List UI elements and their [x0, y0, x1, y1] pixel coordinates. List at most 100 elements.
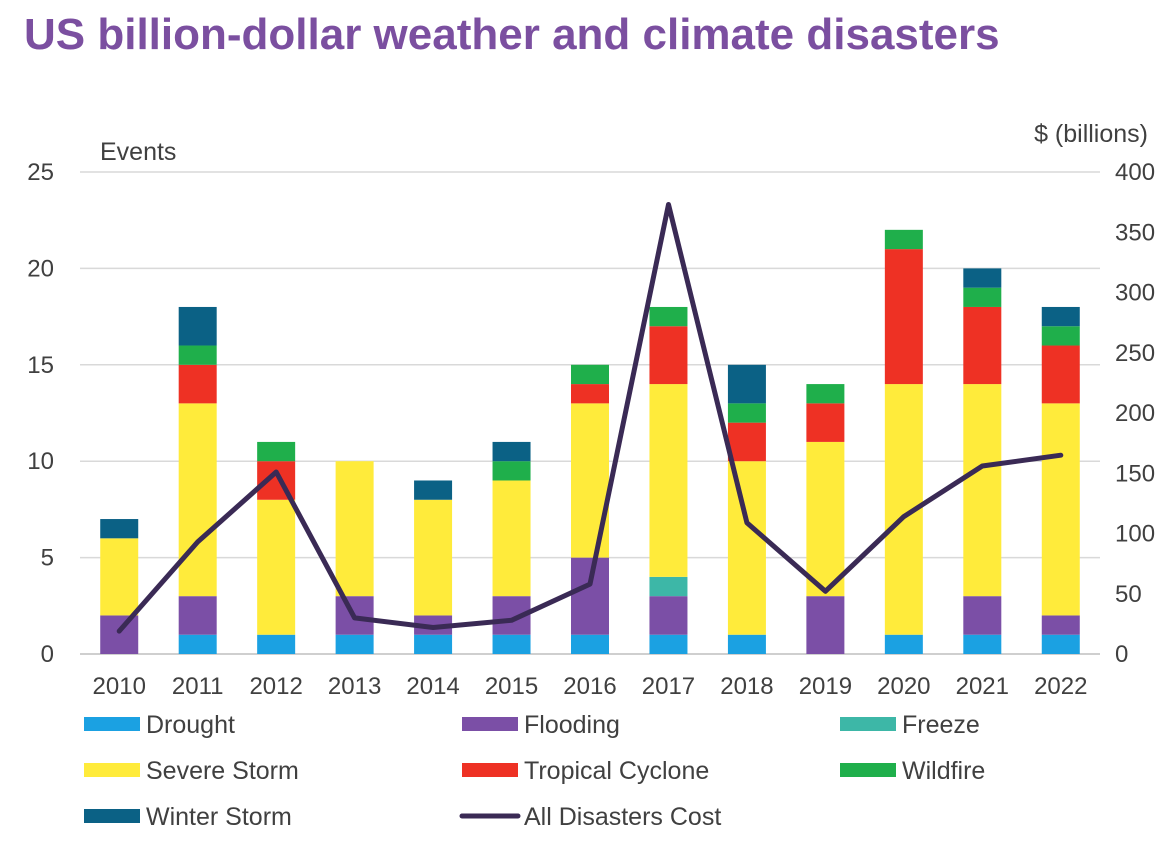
bar-segment-severe-storm	[963, 384, 1002, 597]
bar-segment-drought	[649, 634, 688, 654]
bar-segment-severe-storm	[806, 441, 845, 597]
bar-segment-wildfire	[257, 441, 296, 462]
bar-segment-drought	[963, 634, 1002, 654]
bar-segment-flooding	[571, 557, 609, 635]
bar-segment-tropical-cyclone	[571, 384, 609, 404]
x-tick-label: 2020	[877, 673, 930, 700]
bar-segment-tropical-cyclone	[963, 306, 1002, 385]
x-tick-label: 2012	[249, 673, 302, 700]
bar-segment-flooding	[806, 596, 845, 654]
all-disasters-cost-line	[116, 202, 1064, 634]
right-tick-label: 400	[1115, 159, 1155, 186]
left-tick-label: 15	[27, 352, 54, 379]
bar-segment-winter-storm	[963, 268, 1002, 288]
bar-segment-severe-storm	[492, 480, 531, 597]
x-tick-label: 2021	[956, 673, 1009, 700]
bar-segment-tropical-cyclone	[1041, 345, 1080, 404]
bar-segment-winter-storm	[414, 480, 453, 500]
right-tick-label: 150	[1115, 460, 1155, 487]
right-tick-label: 300	[1115, 280, 1155, 307]
left-tick-label: 5	[41, 545, 54, 572]
legend-swatch	[84, 717, 140, 731]
bar-segment-freeze	[649, 576, 688, 597]
bar-segment-flooding	[1041, 615, 1080, 635]
right-tick-label: 200	[1115, 400, 1155, 427]
bar-segment-severe-storm	[335, 461, 374, 597]
left-tick-label: 20	[27, 255, 54, 282]
right-tick-label: 100	[1115, 521, 1155, 548]
chart-title: US billion-dollar weather and climate di…	[24, 10, 1000, 59]
bar-segment-winter-storm	[100, 519, 139, 539]
x-tick-label: 2013	[328, 673, 381, 700]
bar-segment-severe-storm	[178, 403, 217, 597]
bar-segment-wildfire	[649, 306, 688, 327]
bar-segment-severe-storm	[257, 499, 296, 635]
legend-label: Drought	[146, 711, 235, 739]
bar-segment-tropical-cyclone	[727, 422, 766, 462]
bar-segment-wildfire	[963, 287, 1002, 307]
legend-swatch	[462, 763, 518, 777]
bar-segment-severe-storm	[414, 499, 453, 616]
bar-segment-winter-storm	[492, 441, 531, 462]
bar-segment-winter-storm	[178, 306, 217, 346]
bar-segment-drought	[335, 634, 374, 654]
legend-swatch	[84, 763, 140, 777]
bar-segment-wildfire	[806, 384, 845, 404]
bar-segment-drought	[257, 634, 296, 654]
bar-segment-drought	[414, 634, 453, 654]
bar-segment-severe-storm	[1041, 403, 1080, 616]
legend-label: All Disasters Cost	[524, 803, 721, 831]
legend-swatch	[84, 809, 140, 823]
bar-segment-drought	[571, 634, 609, 654]
bar-segment-severe-storm	[571, 403, 609, 558]
bar-segment-wildfire	[178, 345, 217, 365]
bar-segment-tropical-cyclone	[806, 403, 845, 442]
x-tick-label: 2022	[1034, 673, 1087, 700]
bar-segment-flooding	[963, 596, 1002, 635]
bar-segment-wildfire	[1041, 326, 1080, 346]
x-tick-label: 2019	[799, 673, 852, 700]
bar-segment-tropical-cyclone	[649, 326, 688, 385]
bar-segment-flooding	[649, 596, 688, 635]
x-tick-label: 2010	[93, 673, 146, 700]
legend-label: Flooding	[524, 711, 620, 739]
x-tick-label: 2014	[406, 673, 459, 700]
legend-swatch	[840, 763, 896, 777]
bar-segment-wildfire	[727, 403, 766, 423]
x-tick-label: 2018	[720, 673, 773, 700]
legend-label: Winter Storm	[146, 803, 292, 831]
right-tick-label: 50	[1115, 581, 1142, 608]
bar-segment-drought	[492, 634, 531, 654]
cost-line-layer	[116, 202, 1064, 634]
bar-segment-winter-storm	[1041, 306, 1080, 327]
left-axis-title: Events	[100, 138, 176, 166]
x-tick-label: 2016	[563, 673, 616, 700]
right-tick-label: 350	[1115, 219, 1155, 246]
bar-segment-tropical-cyclone	[178, 364, 217, 404]
bar-segment-flooding	[178, 596, 217, 635]
legend-label: Tropical Cyclone	[524, 757, 709, 785]
legend-swatch	[462, 717, 518, 731]
bar-segment-drought	[1041, 634, 1080, 654]
legend-swatch	[840, 717, 896, 731]
x-tick-label: 2017	[642, 673, 695, 700]
bar-segment-drought	[884, 634, 923, 654]
bar-segment-tropical-cyclone	[884, 249, 923, 385]
right-tick-label: 250	[1115, 340, 1155, 367]
left-tick-label: 10	[27, 448, 54, 475]
bar-segment-wildfire	[492, 461, 531, 481]
bar-segment-winter-storm	[727, 364, 766, 404]
bar-segment-drought	[727, 634, 766, 654]
bar-segment-wildfire	[884, 229, 923, 250]
right-tick-label: 0	[1115, 641, 1128, 668]
bar-segment-wildfire	[571, 364, 609, 385]
bar-segment-flooding	[100, 615, 139, 654]
left-tick-label: 25	[27, 159, 54, 186]
x-tick-label: 2011	[172, 673, 224, 700]
bar-segment-severe-storm	[100, 538, 139, 616]
legend-label: Severe Storm	[146, 757, 299, 785]
right-axis-title: $ (billions)	[1034, 120, 1148, 148]
legend-label: Wildfire	[902, 757, 985, 785]
axes: Events $ (billions) 0 5 10 15 20 250 50 100 150 2…	[27, 120, 1155, 700]
